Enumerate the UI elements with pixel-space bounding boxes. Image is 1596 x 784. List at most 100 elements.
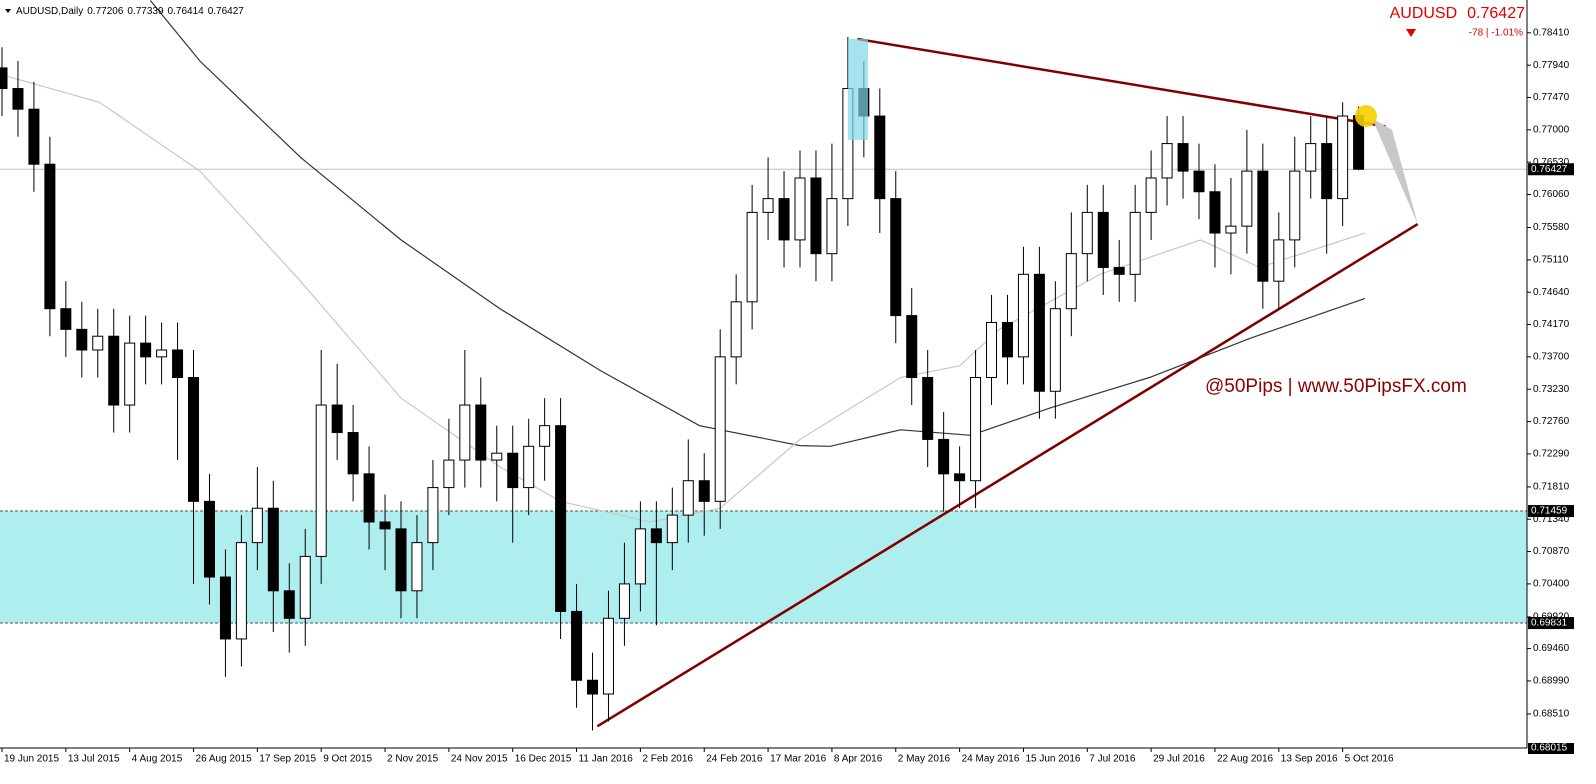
min-box — [1528, 743, 1574, 754]
x-tick-label: 17 Sep 2015 — [259, 754, 316, 765]
level-label: 0.71459 — [1531, 506, 1568, 517]
level-box — [1528, 505, 1574, 518]
candle-body — [108, 335, 120, 406]
y-tick-label: 0.72290 — [1533, 449, 1570, 460]
level-label: 0.69831 — [1531, 618, 1568, 629]
y-tick-label: 0.73700 — [1533, 352, 1570, 363]
candle-body — [1001, 321, 1013, 358]
candle-body — [1193, 170, 1205, 193]
candle-body — [172, 349, 184, 379]
candle-body — [1145, 177, 1157, 213]
candle-body — [1113, 266, 1125, 275]
candle-body — [443, 459, 455, 489]
candle-body — [315, 404, 327, 557]
candle-body — [1049, 308, 1061, 392]
candle-body — [778, 198, 790, 241]
candle-body — [331, 404, 343, 434]
y-tick-label: 0.68990 — [1533, 676, 1570, 687]
candle-body — [539, 425, 551, 447]
y-tick-label: 0.75580 — [1533, 222, 1570, 233]
x-tick-label: 24 May 2016 — [962, 754, 1020, 765]
header: AUDUSD,Daily 0.77206 0.77339 0.76414 0.76427 — [16, 6, 244, 17]
candle-body — [1033, 273, 1045, 392]
quote-price: 0.76427 — [1467, 5, 1525, 22]
overlay-line — [596, 223, 1419, 728]
candle-body — [682, 480, 694, 516]
y-tick-label: 0.76530 — [1533, 157, 1570, 168]
quote-change: -78 | -1.01% — [1469, 28, 1523, 39]
header-close: 0.76427 — [208, 6, 245, 17]
header-high: 0.77339 — [127, 6, 164, 17]
candle-body — [459, 404, 471, 461]
candle-body — [12, 88, 24, 110]
candle-body — [44, 163, 56, 310]
y-tick-label: 0.71340 — [1533, 514, 1570, 525]
candle-body — [602, 617, 614, 695]
candle-body — [491, 452, 503, 461]
x-tick-label: 29 Jul 2016 — [1153, 754, 1205, 765]
candle-body — [1097, 211, 1109, 268]
candle-body — [347, 432, 359, 475]
quote-symbol: AUDUSD — [1390, 5, 1458, 22]
candle-body — [1225, 225, 1237, 234]
candle-body — [1129, 211, 1141, 275]
x-tick-label: 22 Aug 2016 — [1217, 754, 1274, 765]
candle-body — [124, 342, 136, 406]
header-low: 0.76414 — [168, 6, 205, 17]
candle-body — [555, 425, 567, 612]
level-box — [1528, 617, 1574, 630]
candle-body — [203, 500, 215, 578]
candle-body — [922, 377, 934, 440]
candle-body — [730, 301, 742, 358]
candle-body — [507, 452, 519, 489]
price-label: 0.76427 — [1531, 164, 1568, 175]
candle-body — [92, 335, 104, 351]
highlight-box — [848, 39, 868, 140]
overlay-line — [857, 37, 1386, 128]
candle-body — [363, 473, 375, 523]
candle-body — [1209, 191, 1221, 234]
candle-body — [1257, 170, 1269, 282]
candle-body — [762, 198, 774, 213]
x-tick-label: 13 Jul 2015 — [68, 754, 120, 765]
candle-body — [986, 321, 998, 379]
candle-body — [1241, 170, 1253, 227]
y-tick-label: 0.77000 — [1533, 124, 1570, 135]
candle-body — [938, 438, 950, 475]
y-tick-label: 0.72760 — [1533, 416, 1570, 427]
candle-body — [251, 507, 263, 544]
x-tick-label: 4 Aug 2015 — [132, 754, 183, 765]
candle-body — [1289, 170, 1301, 241]
candle-body — [571, 610, 583, 681]
x-tick-label: 17 Mar 2016 — [770, 754, 827, 765]
x-tick-label: 2 Feb 2016 — [642, 754, 693, 765]
candle-body — [76, 328, 88, 351]
x-tick-label: 9 Oct 2015 — [323, 754, 372, 765]
candle-body — [1065, 253, 1077, 310]
candle-body — [1081, 211, 1093, 255]
price-box — [1528, 163, 1574, 176]
highlight-dot — [1355, 105, 1377, 127]
candle-body — [698, 480, 710, 502]
candle-body — [1273, 239, 1285, 282]
candle-body — [60, 308, 72, 330]
candle-body — [1321, 143, 1333, 200]
x-tick-label: 15 Jun 2016 — [1025, 754, 1080, 765]
x-tick-label: 24 Feb 2016 — [706, 754, 763, 765]
candle-body — [650, 528, 662, 544]
header-open: 0.77206 — [87, 6, 124, 17]
candle-body — [746, 211, 758, 303]
x-tick-label: 13 Sep 2016 — [1281, 754, 1338, 765]
x-tick-label: 2 May 2016 — [898, 754, 951, 765]
candle-body — [1017, 273, 1029, 358]
y-tick-label: 0.77470 — [1533, 92, 1570, 103]
candle-body — [714, 356, 726, 502]
candle-body — [395, 528, 407, 592]
candle-body — [954, 473, 966, 482]
symbol: AUDUSD,Daily — [16, 6, 83, 17]
menu-icon — [5, 9, 11, 13]
y-tick-label: 0.71810 — [1533, 482, 1570, 493]
down-arrow — [1406, 29, 1416, 37]
